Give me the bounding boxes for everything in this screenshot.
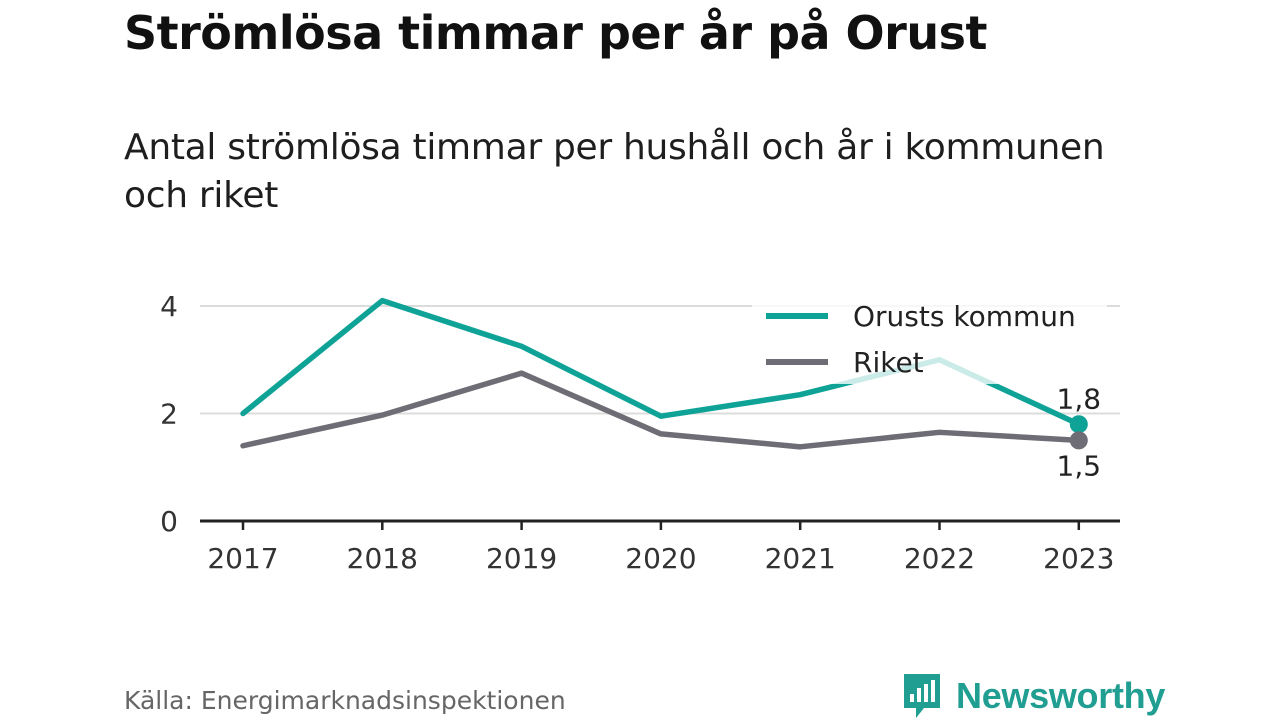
x-tick-label: 2023 (1043, 542, 1114, 575)
axes: 0 2 4 2017 2018 2019 2020 2021 2022 2023 (160, 290, 1120, 575)
chart-subtitle: Antal strömlösa timmar per hushåll och å… (124, 127, 1105, 216)
x-tick-label: 2020 (625, 542, 696, 575)
y-tick-label: 0 (160, 505, 178, 538)
legend-background (752, 292, 1107, 384)
chart-title: Strömlösa timmar per år på Orust (124, 6, 987, 60)
line-chart: 0 2 4 2017 2018 2019 2020 2021 2022 2023 Orusts k… (160, 290, 1120, 575)
x-tick-label: 2017 (207, 542, 278, 575)
x-tick-label: 2018 (347, 542, 418, 575)
end-value-label-riket: 1,5 (1057, 449, 1102, 482)
x-tick-label: 2021 (765, 542, 836, 575)
legend: Orusts kommun Riket (752, 292, 1107, 384)
end-point (1069, 415, 1088, 434)
x-tick-label: 2022 (904, 542, 975, 575)
legend-label: Orusts kommun (853, 300, 1076, 333)
y-tick-label: 2 (160, 398, 178, 431)
source-note: Källa: Energimarknadsinspektionen (124, 686, 566, 715)
end-point (1069, 431, 1088, 450)
brand-logo: Newsworthy (902, 672, 1165, 720)
newsworthy-logo-icon (904, 674, 940, 718)
legend-label: Riket (853, 346, 924, 379)
series-line-riket (240, 370, 1082, 450)
brand-name: Newsworthy (956, 675, 1166, 716)
end-value-labels: 1,8 1,5 (1057, 382, 1102, 482)
end-value-label-orust: 1,8 (1057, 382, 1102, 415)
x-tick-label: 2019 (486, 542, 557, 575)
y-tick-label: 4 (160, 290, 178, 323)
